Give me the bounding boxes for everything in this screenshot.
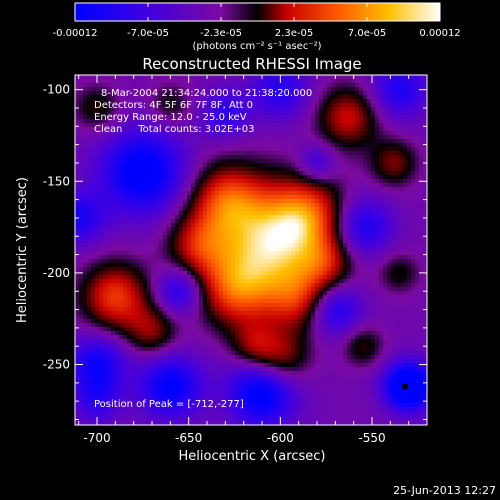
colorbar-units: (photons cm⁻² s⁻¹ asec⁻²) [192, 41, 321, 52]
x-axis-ticks: -700 -650 -600 -550 [78, 75, 428, 445]
footer-timestamp: 25-Jun-2013 12:27 [393, 484, 496, 497]
x-tick-label: -600 [267, 431, 294, 445]
y-tick-label: -200 [43, 266, 70, 280]
x-tick-label: -650 [175, 431, 202, 445]
info-time-range: 8-Mar-2004 21:34:24.000 to 21:38:20.000 [101, 88, 312, 99]
chart-title: Reconstructed RHESSI Image [142, 55, 361, 73]
info-clean-counts: Clean Total counts: 3.02E+03 [94, 124, 254, 135]
colorbar-tick-label: -7.0e-05 [127, 28, 169, 39]
colorbar-ticks [74, 3, 441, 21]
peak-marker [402, 384, 408, 390]
y-tick-label: -250 [43, 358, 70, 372]
colorbar-tick-label: -0.00012 [53, 28, 98, 39]
y-tick-label: -150 [43, 174, 70, 188]
colorbar-tick-label: -2.3e-05 [200, 28, 242, 39]
info-energy-range: Energy Range: 12.0 - 25.0 keV [94, 112, 247, 123]
y-axis-ticks: -100 -150 -200 -250 [43, 83, 427, 421]
colorbar-tick-labels: -0.00012 -7.0e-05 -2.3e-05 2.3e-05 7.0e-05 0.… [53, 28, 461, 39]
x-tick-label: -550 [358, 431, 385, 445]
x-tick-label: -700 [83, 431, 110, 445]
peak-position-label: Position of Peak = [-712,-277] [94, 399, 244, 410]
x-axis-label: Heliocentric X (arcsec) [179, 449, 326, 464]
colorbar-tick-label: 7.0e-05 [348, 28, 386, 39]
info-detectors: Detectors: 4F 5F 6F 7F 8F, Att 0 [94, 100, 253, 111]
colorbar [74, 2, 441, 22]
heatmap-image [75, 75, 427, 425]
colorbar-tick-label: 0.00012 [419, 28, 460, 39]
plot-frame [74, 74, 428, 426]
colorbar-tick-label: 2.3e-05 [275, 28, 313, 39]
y-tick-label: -100 [43, 83, 70, 97]
y-axis-label: Heliocentric Y (arcsec) [15, 177, 30, 323]
